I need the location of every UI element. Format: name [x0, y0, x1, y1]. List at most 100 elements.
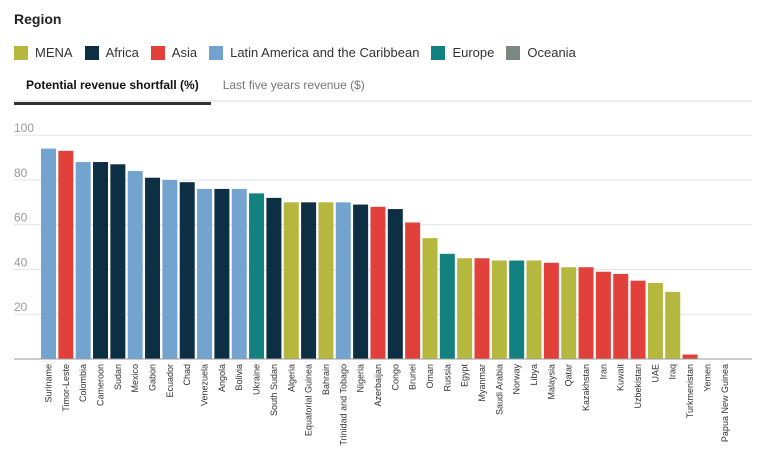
bar-uae[interactable] [647, 282, 663, 359]
legend-label: Asia [171, 45, 198, 60]
legend-swatch [84, 45, 99, 60]
x-tick-label: Kuwait [616, 364, 626, 392]
bar-chad[interactable] [179, 182, 195, 359]
x-tick-label: Myanmar [477, 364, 487, 402]
x-tick-label: Azerbaijan [373, 364, 383, 407]
x-tick-label: Qatar [564, 364, 574, 387]
x-tick-label: Venezuela [200, 364, 210, 406]
bar-algeria[interactable] [283, 202, 299, 359]
x-tick-label: Cameroon [96, 364, 106, 406]
legend-item-europe[interactable]: Europe [431, 45, 494, 60]
bar-sudan[interactable] [110, 164, 126, 359]
x-tick-label: Iran [598, 364, 608, 380]
bar-south-sudan[interactable] [266, 197, 282, 359]
bar-angola[interactable] [214, 188, 230, 359]
legend-label: Oceania [527, 45, 576, 60]
bar-saudi-arabia[interactable] [491, 260, 507, 359]
x-tick-label: Brunei [408, 364, 418, 390]
x-tick-label: Bolivia [234, 364, 244, 391]
bar-iran[interactable] [595, 271, 611, 359]
bar-kazakhstan[interactable] [578, 267, 594, 359]
legend-item-asia[interactable]: Asia [150, 45, 198, 60]
bar-colombia[interactable] [75, 162, 91, 359]
legend-item-latin-america-and-the-caribbean[interactable]: Latin America and the Caribbean [209, 45, 419, 60]
legend: MENA Africa Asia Latin America and the Cari… [14, 45, 588, 60]
bar-malaysia[interactable] [543, 262, 559, 359]
bar-uzbekistan[interactable] [630, 280, 646, 359]
x-tick-label: Egypt [460, 364, 470, 388]
x-tick-label: UAE [650, 364, 660, 383]
bar-kuwait[interactable] [613, 273, 629, 359]
y-tick-label: 20 [14, 300, 28, 314]
x-tick-label: South Sudan [269, 364, 279, 416]
legend-swatch [506, 45, 521, 60]
legend-label: Africa [105, 45, 139, 60]
bar-brunei[interactable] [405, 222, 421, 359]
bar-russia[interactable] [439, 253, 455, 359]
bar-qatar[interactable] [561, 267, 577, 359]
x-tick-label: Libya [529, 364, 539, 386]
x-tick-label: Russia [442, 364, 452, 392]
bar-ecuador[interactable] [162, 179, 178, 359]
bar-egypt[interactable] [457, 258, 473, 359]
legend-swatch [150, 45, 165, 60]
legend-item-oceania[interactable]: Oceania [506, 45, 576, 60]
bar-bolivia[interactable] [231, 188, 247, 359]
legend-title: Region [14, 11, 62, 27]
legend-swatch [14, 45, 28, 60]
bar-gabon[interactable] [145, 177, 161, 359]
x-tick-label: Bahrain [321, 364, 331, 395]
x-tick-label: Mexico [130, 364, 140, 393]
bar-suriname[interactable] [41, 148, 56, 359]
x-tick-label: Sudan [113, 364, 123, 390]
x-tick-label: Ukraine [252, 364, 262, 395]
x-tick-label: Yemen [702, 364, 712, 392]
bar-bahrain[interactable] [318, 202, 334, 359]
x-tick-label: Gabon [148, 364, 158, 391]
bar-azerbaijan[interactable] [370, 206, 386, 359]
bar-turkmenistan[interactable] [682, 354, 698, 359]
x-tick-label: Equatorial Guinea [304, 364, 314, 436]
bar-myanmar[interactable] [474, 258, 490, 359]
bar-norway[interactable] [509, 260, 525, 359]
bar-nigeria[interactable] [353, 204, 369, 359]
x-tick-label: Iraq [668, 364, 678, 380]
legend-swatch [209, 45, 224, 60]
bar-venezuela[interactable] [197, 188, 213, 359]
x-tick-label: Chad [182, 364, 192, 386]
x-tick-label: Papua New Guinea [720, 364, 730, 442]
x-tick-label: Suriname [44, 364, 54, 403]
bar-libya[interactable] [526, 260, 542, 359]
x-tick-label: Nigeria [356, 364, 366, 393]
bar-iraq[interactable] [665, 291, 681, 359]
y-tick-label: 80 [14, 166, 28, 180]
x-tick-label: Norway [512, 364, 522, 395]
tab-five-year-revenue[interactable]: Last five years revenue ($) [222, 78, 365, 92]
bar-oman[interactable] [422, 238, 438, 359]
x-tick-label: Saudi Arabia [494, 364, 504, 415]
legend-item-africa[interactable]: Africa [84, 45, 139, 60]
y-tick-label: 40 [14, 255, 28, 269]
tab-bar: Potential revenue shortfall (%) Last five… [14, 74, 377, 105]
x-tick-label: Oman [425, 364, 435, 389]
x-tick-label: Uzbekistan [633, 364, 643, 409]
bar-congo[interactable] [387, 209, 403, 359]
x-tick-label: Trinidad and Tobago [338, 364, 348, 446]
bar-ukraine[interactable] [249, 193, 265, 359]
legend-label: Europe [452, 45, 495, 60]
bar-cameroon[interactable] [93, 162, 109, 359]
x-tick-label: Colombia [78, 364, 88, 402]
bar-trinidad-and-tobago[interactable] [335, 202, 351, 359]
legend-swatch [431, 45, 446, 60]
bar-equatorial-guinea[interactable] [301, 202, 317, 359]
legend-label: Latin America and the Caribbean [230, 45, 420, 60]
bar-mexico[interactable] [127, 171, 143, 359]
legend-label: MENA [35, 45, 73, 60]
y-tick-label: 100 [14, 121, 34, 135]
bar-timor-leste[interactable] [58, 150, 74, 359]
x-tick-label: Congo [390, 364, 400, 391]
tab-revenue-shortfall[interactable]: Potential revenue shortfall (%) [14, 74, 211, 105]
legend-item-mena[interactable]: MENA [14, 45, 73, 60]
x-tick-label: Turkmenistan [685, 364, 695, 418]
